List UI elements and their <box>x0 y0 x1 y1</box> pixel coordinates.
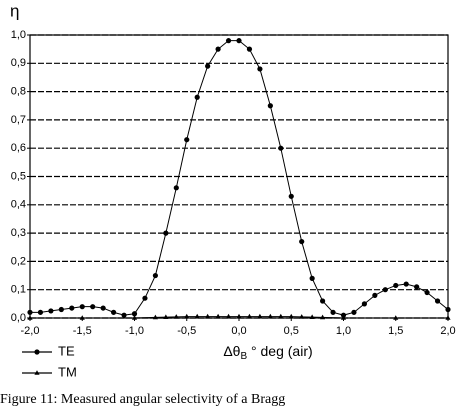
marker <box>351 309 357 315</box>
marker <box>205 313 211 319</box>
y-tick-label: 0,6 <box>11 142 26 154</box>
y-tick-label: 0,4 <box>11 199 26 211</box>
x-tick-label: 0,5 <box>284 325 299 337</box>
marker <box>320 314 326 320</box>
marker <box>257 313 263 319</box>
marker <box>393 282 399 289</box>
marker <box>27 309 33 315</box>
y-tick-label: 0,9 <box>11 57 26 69</box>
marker <box>278 145 284 151</box>
y-tick-label: 0,1 <box>11 284 26 296</box>
marker <box>34 370 40 375</box>
marker <box>205 63 211 69</box>
marker <box>278 313 284 319</box>
legend-label: TE <box>58 343 75 358</box>
marker <box>131 311 138 317</box>
marker <box>403 281 409 287</box>
marker <box>445 315 451 320</box>
marker <box>142 295 148 301</box>
marker <box>173 314 179 319</box>
marker <box>340 312 347 318</box>
marker <box>299 238 305 245</box>
marker <box>393 315 399 320</box>
marker <box>34 349 40 355</box>
marker <box>152 272 158 279</box>
marker <box>382 287 388 293</box>
marker <box>236 38 242 44</box>
y-tick-label: 0,3 <box>11 227 26 239</box>
marker <box>288 313 294 319</box>
marker <box>225 38 232 44</box>
marker <box>58 306 64 313</box>
x-tick-label: -2,0 <box>21 325 40 337</box>
marker <box>69 305 75 311</box>
marker <box>267 103 273 109</box>
marker <box>79 315 85 320</box>
marker <box>309 314 315 319</box>
marker <box>424 289 430 296</box>
x-label-main: Δθ <box>223 343 240 359</box>
marker <box>445 306 451 313</box>
marker <box>246 313 253 319</box>
marker <box>236 313 242 319</box>
x-label-rest: ° deg (air) <box>247 343 313 359</box>
marker <box>27 315 33 320</box>
marker <box>340 315 347 320</box>
marker <box>90 304 96 310</box>
x-tick-label: 1,0 <box>336 325 351 337</box>
y-tick-label: 0,0 <box>11 312 26 324</box>
marker <box>215 46 221 52</box>
marker <box>163 230 169 236</box>
marker <box>434 298 441 304</box>
caption: Figure 11: Measured angular selectivity … <box>0 392 285 406</box>
x-axis-label: ΔθB ° deg (air) <box>223 343 312 362</box>
marker <box>267 313 273 319</box>
marker <box>288 193 294 199</box>
marker <box>361 301 367 307</box>
marker <box>225 313 232 319</box>
y-tick-label: 1,0 <box>11 29 26 41</box>
marker <box>37 309 44 315</box>
x-tick-label: 0,0 <box>231 325 246 337</box>
x-tick-label: -1,5 <box>73 325 92 337</box>
marker <box>330 309 336 315</box>
marker <box>246 46 253 52</box>
y-tick-label: 0,8 <box>11 86 26 98</box>
marker <box>215 313 221 319</box>
marker <box>163 314 169 319</box>
y-tick-label: 0,7 <box>11 114 26 126</box>
marker <box>173 185 179 191</box>
marker <box>257 66 263 72</box>
marker <box>194 94 200 100</box>
marker <box>184 137 190 143</box>
marker <box>100 305 106 311</box>
marker <box>121 312 127 318</box>
series-line <box>30 40 449 316</box>
marker <box>372 292 378 298</box>
y-tick-label: 0,2 <box>11 255 26 267</box>
marker <box>79 304 85 310</box>
x-tick-label: 1,5 <box>388 325 403 337</box>
marker <box>184 313 190 319</box>
marker <box>111 309 117 315</box>
marker <box>131 315 138 320</box>
marker <box>320 298 326 304</box>
y-axis-label: η <box>10 1 19 20</box>
marker <box>152 314 158 320</box>
marker <box>48 308 54 314</box>
marker <box>299 314 305 319</box>
x-tick-label: -0,5 <box>177 325 196 337</box>
marker <box>194 313 200 319</box>
marker <box>414 284 420 290</box>
marker <box>309 275 315 281</box>
x-label-sub: B <box>240 351 247 362</box>
y-tick-label: 0,5 <box>11 170 26 182</box>
x-tick-label: 2,0 <box>440 325 455 337</box>
legend-label: TM <box>58 364 77 379</box>
x-tick-label: -1,0 <box>125 325 144 337</box>
